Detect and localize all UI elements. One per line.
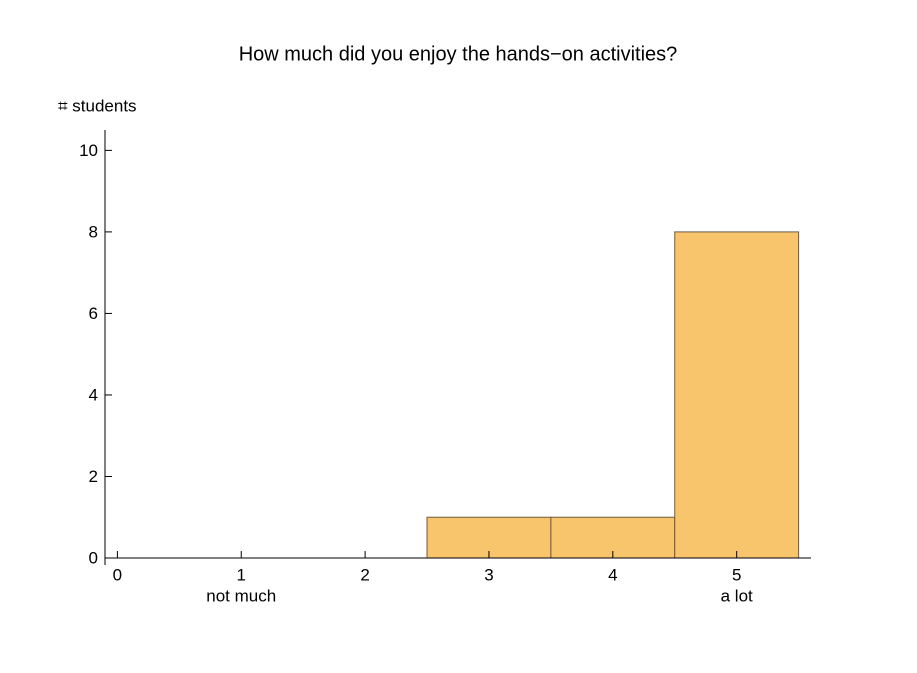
x-tick-label: 5 [732,565,741,584]
y-tick-label: 4 [89,385,98,404]
x-tick-label: 4 [608,565,617,584]
y-tick-label: 2 [89,467,98,486]
y-tick-label: 8 [89,222,98,241]
y-axis-label: ⌗ students [58,96,137,115]
y-tick-label: 6 [89,304,98,323]
x-tick-label: 0 [113,565,122,584]
bar [674,231,800,559]
y-tick-label: 0 [89,548,98,567]
x-tick-label: 2 [360,565,369,584]
chart-title: How much did you enjoy the hands−on acti… [239,43,678,65]
y-tick-label: 10 [79,141,98,160]
x-annotation: a lot [721,586,753,605]
x-tick-label: 1 [237,565,246,584]
x-annotation: not much [206,586,276,605]
x-tick-label: 3 [484,565,493,584]
